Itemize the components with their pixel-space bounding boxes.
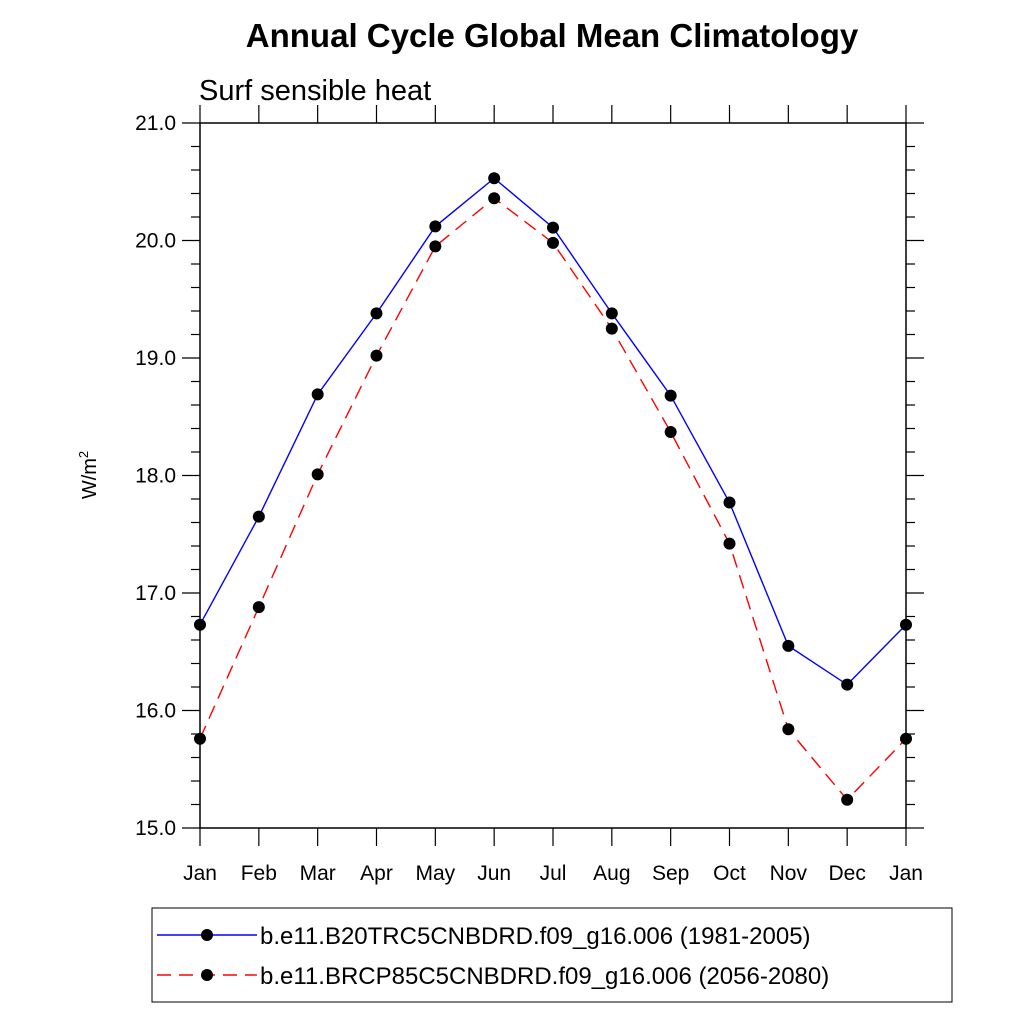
series-2-point <box>782 723 795 736</box>
x-tick-label: Jun <box>477 862 511 885</box>
series-2-point <box>605 322 618 335</box>
x-tick-label: Nov <box>770 862 808 885</box>
svg-text:W/m2: W/m2 <box>76 451 101 499</box>
series-1-point <box>370 307 383 320</box>
y-tick-label: 20.0 <box>135 230 176 253</box>
y-axis-label: W/m2 <box>76 451 101 499</box>
series-2-point <box>547 236 559 249</box>
legend-marker-2 <box>201 969 213 981</box>
x-tick-label: Apr <box>360 862 393 885</box>
series-2-point <box>900 732 912 745</box>
y-tick-label: 16.0 <box>135 700 176 723</box>
series-1-point <box>429 220 442 233</box>
y-axis: 15.0 16.0 17.0 18.0 19.0 20.0 21.0 <box>135 112 924 840</box>
series-2-point <box>429 240 442 253</box>
y-axis-label-base: W/m <box>79 458 101 499</box>
x-tick-label: May <box>415 862 455 885</box>
series-1-point <box>547 221 559 234</box>
series-2-point <box>841 793 854 806</box>
series-1-point <box>900 618 912 631</box>
chart-subtitle: Surf sensible heat <box>199 75 431 107</box>
y-tick-label: 21.0 <box>135 112 176 135</box>
series-1-point <box>488 172 501 185</box>
x-axis: Jan Feb Mar Apr May Jun Jul Aug Sep Oct Nov Dec Jan <box>183 105 923 885</box>
x-tick-label: Dec <box>828 862 865 885</box>
series-2-point <box>194 732 206 745</box>
series-1-point <box>782 639 795 652</box>
x-tick-label: Mar <box>300 862 336 885</box>
series-1-point <box>605 307 618 320</box>
series-1-point <box>252 510 265 523</box>
series-2-point <box>311 468 324 481</box>
y-axis-label-sup: 2 <box>76 451 91 458</box>
x-tick-label: Jul <box>540 862 567 885</box>
x-tick-label: Feb <box>241 862 277 885</box>
y-tick-label: 17.0 <box>135 582 176 605</box>
legend: b.e11.B20TRC5CNBDRD.f09_g16.006 (1981-20… <box>151 907 953 1003</box>
x-tick-label: Aug <box>593 862 630 885</box>
x-tick-label: Sep <box>652 862 689 885</box>
series-2-point <box>370 349 383 362</box>
x-tick-label: Jan <box>183 862 217 885</box>
chart-title: Annual Cycle Global Mean Climatology <box>246 17 859 54</box>
series-1-point <box>664 389 677 402</box>
legend-label-2: b.e11.BRCP85C5CNBDRD.f09_g16.006 (2056-2… <box>260 963 829 990</box>
series-line-2 <box>199 197 907 801</box>
plot-area <box>194 172 912 806</box>
legend-label-1: b.e11.B20TRC5CNBDRD.f09_g16.006 (1981-20… <box>260 923 811 950</box>
series-2-point <box>252 601 265 614</box>
series-1-point <box>311 388 324 401</box>
legend-marker-1 <box>201 929 213 941</box>
y-tick-label: 19.0 <box>135 347 176 370</box>
series-1-point <box>194 618 206 631</box>
series-2-point <box>664 426 677 439</box>
series-line-1 <box>199 177 907 686</box>
series-2-point <box>723 537 736 550</box>
legend-box <box>151 907 953 1003</box>
y-tick-label: 15.0 <box>135 817 176 840</box>
series-2-point <box>488 192 501 205</box>
x-tick-label: Jan <box>889 862 923 885</box>
y-tick-label: 18.0 <box>135 465 176 488</box>
x-tick-label: Oct <box>713 862 746 885</box>
series-1-point <box>723 496 736 509</box>
series-1-point <box>841 678 854 691</box>
